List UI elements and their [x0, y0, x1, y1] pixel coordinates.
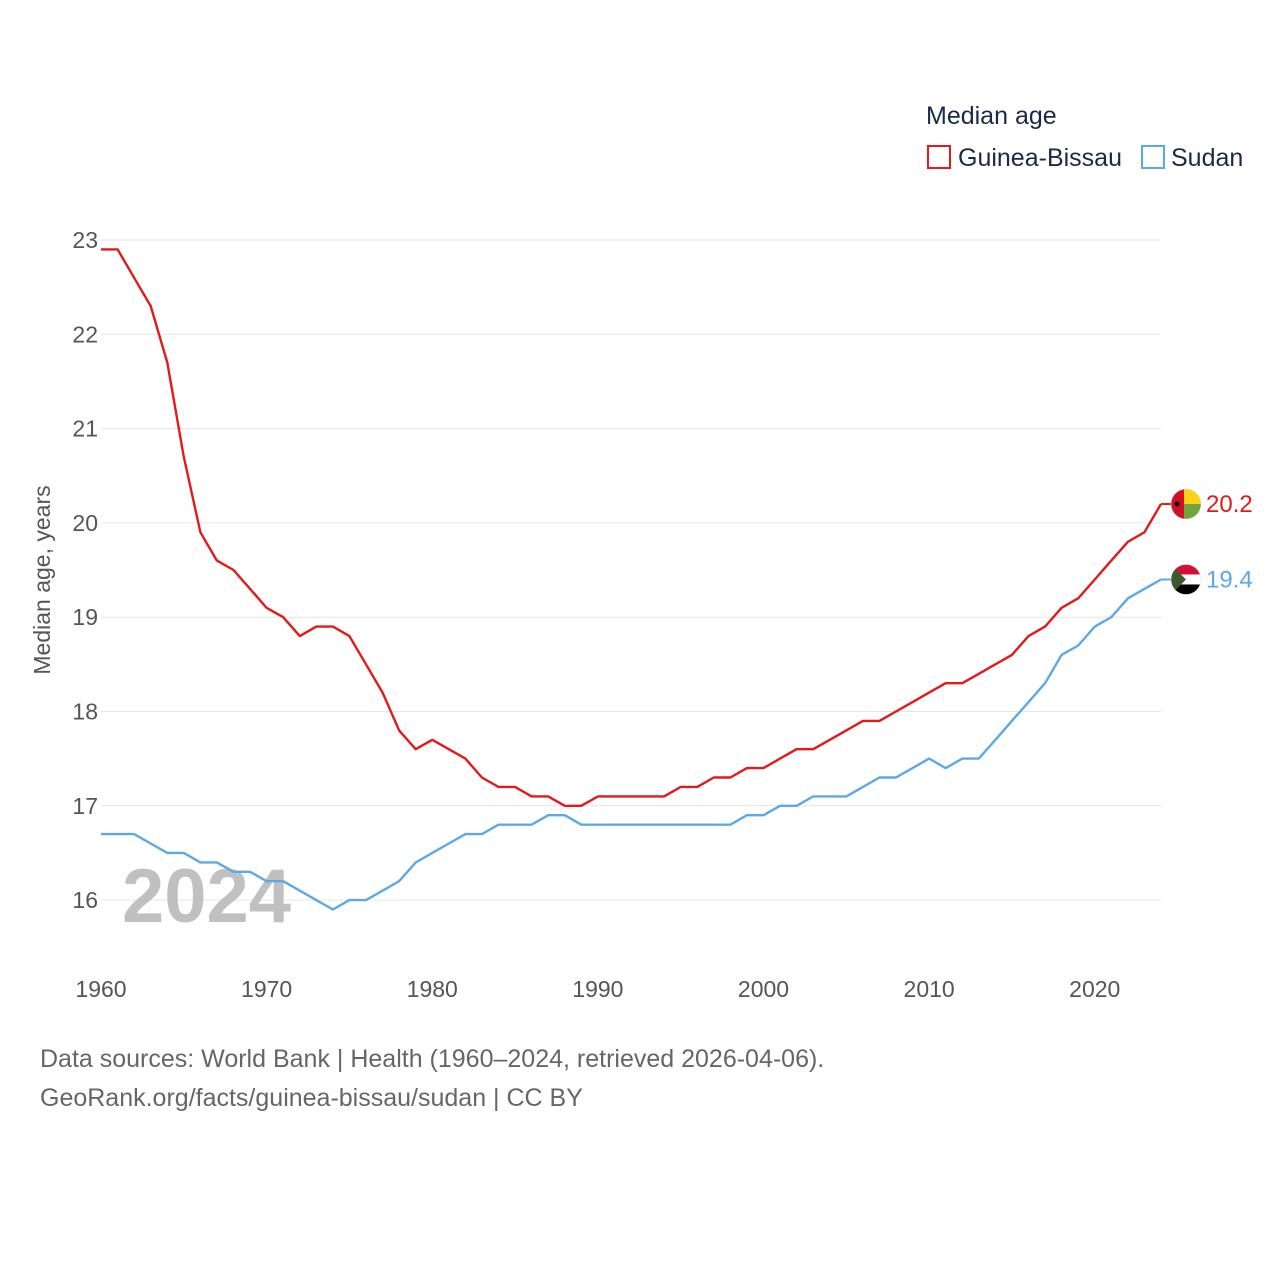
guinea-bissau-flag-icon [1170, 488, 1202, 520]
end-value-label-guinea-bissau: 20.2 [1206, 491, 1253, 518]
x-axis-ticks: 1960 1970 1980 1990 2000 2010 2020 [75, 976, 1120, 1002]
series-lines [101, 248, 1172, 911]
end-value-label-sudan: 19.4 [1206, 566, 1253, 593]
sudan-flag-icon [1170, 564, 1202, 595]
x-tick-label-1980: 1980 [407, 976, 458, 1002]
year-watermark: 2024 [122, 854, 291, 939]
y-tick-label-20: 20 [72, 510, 98, 536]
end-flags: 20.2 19.4 [1170, 488, 1253, 595]
x-tick-label-2010: 2010 [904, 976, 955, 1002]
legend-swatch-sudan[interactable] [1141, 145, 1165, 169]
legend-swatch-guinea-bissau[interactable] [927, 145, 951, 169]
y-tick-label-19: 19 [72, 604, 98, 630]
y-tick-label-23: 23 [72, 227, 98, 253]
y-tick-label-22: 22 [72, 321, 98, 347]
x-tick-label-1960: 1960 [75, 976, 126, 1002]
y-tick-label-18: 18 [72, 699, 98, 725]
legend: Median age Guinea-Bissau Sudan [926, 102, 1243, 172]
y-tick-label-16: 16 [72, 887, 98, 913]
y-axis-ticks: 16 17 18 19 20 21 22 23 [72, 227, 98, 913]
y-tick-label-17: 17 [72, 793, 98, 819]
x-tick-label-1990: 1990 [572, 976, 623, 1002]
median-age-chart: 16 17 18 19 20 21 22 23 1960 1970 1980 1990 2000 201… [29, 102, 1253, 1002]
series-line-sudan[interactable] [101, 578, 1162, 911]
grid-lines [101, 239, 1161, 901]
legend-title: Median age [926, 102, 1057, 130]
series-line-guinea-bissau[interactable] [101, 248, 1163, 807]
legend-label-guinea-bissau[interactable]: Guinea-Bissau [958, 144, 1122, 172]
source-line-2[interactable]: GeoRank.org/facts/guinea-bissau/sudan | … [40, 1084, 583, 1112]
y-axis-title: Median age, years [29, 485, 55, 674]
x-tick-label-1970: 1970 [241, 976, 292, 1002]
x-tick-label-2000: 2000 [738, 976, 789, 1002]
y-tick-label-21: 21 [72, 416, 98, 442]
legend-label-sudan[interactable]: Sudan [1171, 144, 1243, 172]
source-line-1: Data sources: World Bank | Health (1960–… [40, 1045, 825, 1073]
x-tick-label-2020: 2020 [1069, 976, 1120, 1002]
